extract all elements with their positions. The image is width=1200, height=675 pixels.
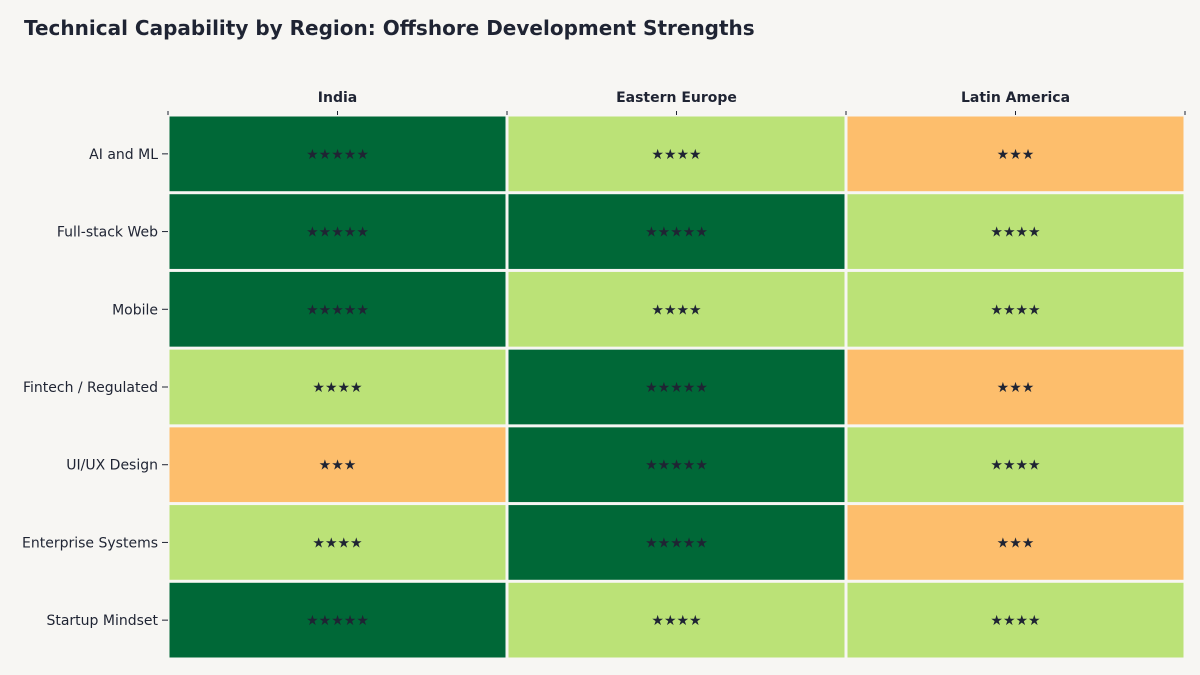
heatmap-cell xyxy=(508,582,845,658)
heatmap-cell xyxy=(169,271,506,347)
cell-rating-label: ★★★ xyxy=(997,380,1035,396)
cell-rating-label: ★★★★ xyxy=(651,147,701,163)
column-label-eastern-europe: Eastern Europe xyxy=(616,90,737,106)
column-label-latin-america: Latin America xyxy=(961,90,1070,106)
row-label-ai-and-ml: AI and ML xyxy=(89,147,158,163)
cell-rating-label: ★★★★ xyxy=(990,613,1040,629)
heatmap-cell xyxy=(508,505,845,580)
heatmap-cell xyxy=(508,271,845,347)
heatmap-cell xyxy=(169,116,506,192)
heatmap-cell xyxy=(508,349,845,425)
cell-rating-label: ★★★★★ xyxy=(306,225,369,241)
heatmap-cell xyxy=(169,349,506,425)
cell-rating-label: ★★★★ xyxy=(312,380,362,396)
row-label-fintech-regulated: Fintech / Regulated xyxy=(23,380,158,396)
heatmap-cell xyxy=(847,582,1184,658)
cell-rating-label: ★★★★★ xyxy=(645,225,708,241)
row-label-full-stack-web: Full-stack Web xyxy=(57,225,158,241)
heatmap-cell xyxy=(169,582,506,658)
heatmap-cell xyxy=(508,116,845,192)
heatmap-cell xyxy=(508,194,845,269)
cell-rating-label: ★★★ xyxy=(997,147,1035,163)
row-label-ui-ux-design: UI/UX Design xyxy=(66,458,158,474)
heatmap-cell xyxy=(847,116,1184,192)
cell-rating-label: ★★★★ xyxy=(990,458,1040,474)
heatmap-cell xyxy=(169,427,506,503)
cell-rating-label: ★★★★★ xyxy=(306,302,369,318)
cell-rating-label: ★★★★ xyxy=(312,535,362,551)
heatmap-cell xyxy=(847,271,1184,347)
heatmap-cell xyxy=(169,505,506,580)
cell-rating-label: ★★★★ xyxy=(990,302,1040,318)
cell-rating-label: ★★★★★ xyxy=(306,147,369,163)
cell-rating-label: ★★★★★ xyxy=(306,613,369,629)
cell-rating-label: ★★★ xyxy=(319,458,357,474)
row-label-startup-mindset: Startup Mindset xyxy=(46,613,158,629)
cell-rating-label: ★★★★★ xyxy=(645,458,708,474)
cell-rating-label: ★★★ xyxy=(997,535,1035,551)
column-label-india: India xyxy=(318,90,357,106)
heatmap-cell xyxy=(169,194,506,269)
cell-rating-label: ★★★★★ xyxy=(645,380,708,396)
row-label-enterprise-systems: Enterprise Systems xyxy=(22,535,158,551)
cell-rating-label: ★★★★ xyxy=(651,302,701,318)
row-label-mobile: Mobile xyxy=(112,302,158,318)
heatmap-cell xyxy=(508,427,845,503)
cell-rating-label: ★★★★★ xyxy=(645,535,708,551)
heatmap-cell xyxy=(847,427,1184,503)
cell-rating-label: ★★★★ xyxy=(651,613,701,629)
chart-title: Technical Capability by Region: Offshore… xyxy=(24,16,755,40)
cell-rating-label: ★★★★ xyxy=(990,225,1040,241)
heatmap-cell xyxy=(847,194,1184,269)
heatmap-cell xyxy=(847,505,1184,580)
heatmap-cell xyxy=(847,349,1184,425)
